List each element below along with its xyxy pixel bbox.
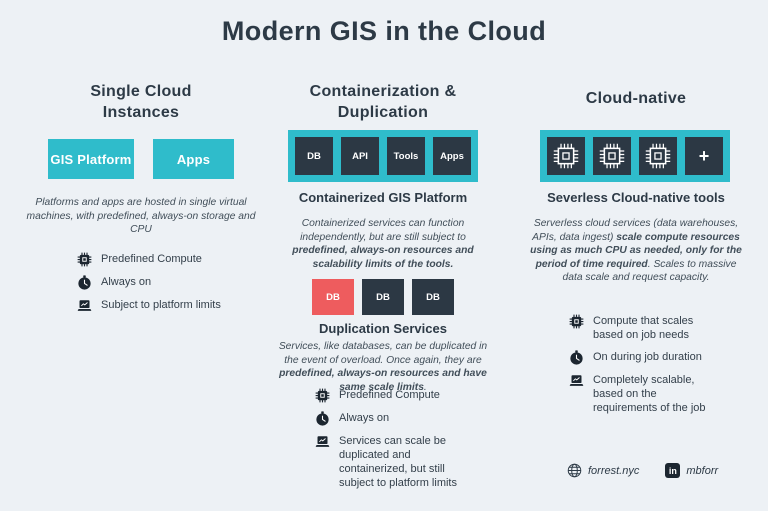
list-item: Predefined Compute	[77, 252, 221, 267]
linkedin-text: mbforr	[686, 464, 719, 477]
list-item-label: On during job duration	[593, 351, 702, 363]
plus-icon: +	[698, 145, 710, 166]
cpu-chip-icon	[553, 143, 579, 169]
list-item-label: Subject to platform limits	[101, 299, 221, 311]
cpu-chip-icon	[599, 143, 625, 169]
list-item: Always on	[315, 411, 457, 426]
duplication-services-boxes: DB DB DB	[268, 279, 498, 315]
laptop-chart-icon	[315, 436, 330, 447]
api-box: API	[341, 137, 379, 175]
containerized-gis-platform-box: DB API Tools Apps	[288, 130, 478, 182]
db-box-replica: DB	[362, 279, 404, 315]
serverless-compute-box	[547, 137, 585, 175]
list-item: Predefined Compute	[315, 388, 457, 403]
column-heading: Cloud-native	[585, 90, 687, 107]
chip-icon	[315, 388, 330, 403]
list-item-label: Predefined Compute	[101, 253, 202, 265]
page-title: Modern GIS in the Cloud	[221, 16, 547, 46]
feature-list: Compute that scales based on job needs O…	[569, 314, 706, 415]
feature-list: Predefined Compute Always on Services ca…	[315, 388, 457, 490]
paragraph-text: Containerized services can function inde…	[300, 218, 466, 243]
db-box-replica: DB	[412, 279, 454, 315]
paragraph-text: Platforms and apps are hosted in single …	[26, 197, 256, 235]
chip-icon	[77, 252, 92, 267]
column-heading: Single Cloud Instances	[90, 83, 192, 121]
clock-icon	[570, 350, 583, 365]
container-label: Severless Cloud-native tools	[547, 190, 725, 205]
db-box: DB	[295, 137, 333, 175]
paragraph-bold-text: scale compute resources using as much CP…	[530, 231, 742, 270]
clock-icon	[316, 411, 329, 426]
author-footer: forrest.nyc in mbforr	[567, 463, 718, 478]
website-handle: forrest.nyc	[567, 463, 639, 478]
paragraph-text: Serverless cloud services (data warehous…	[532, 218, 739, 243]
gis-platform-box: GIS Platform	[48, 139, 134, 179]
apps-box: Apps	[153, 139, 234, 179]
list-item: Services can scale be duplicated and con…	[315, 434, 457, 490]
list-item-label: Services can scale be duplicated and con…	[339, 435, 457, 489]
column-description: Platforms and apps are hosted in single …	[23, 196, 259, 237]
column-cloud-native: Cloud-native + Severless Cloud-native to…	[520, 0, 752, 511]
apps-box: Apps	[433, 137, 471, 175]
list-item: On during job duration	[569, 350, 706, 365]
serverless-compute-box	[639, 137, 677, 175]
list-item: Compute that scales based on job needs	[569, 314, 706, 342]
globe-icon	[567, 463, 582, 478]
serverless-tools-box: +	[540, 130, 730, 182]
linkedin-icon: in	[665, 463, 681, 478]
column-heading: Containerization & Duplication	[309, 83, 457, 121]
list-item-label: Always on	[101, 276, 152, 288]
column-single-cloud-instances: Single Cloud Instances GIS Platform Apps…	[20, 0, 262, 511]
duplication-services-label: Duplication Services	[319, 321, 447, 336]
cloud-native-description: Serverless cloud services (data warehous…	[528, 217, 744, 285]
chip-icon	[569, 314, 584, 329]
laptop-chart-icon	[77, 300, 92, 311]
list-item: Completely scalable, based on the requir…	[569, 373, 706, 415]
linkedin-handle: in mbforr	[665, 463, 718, 478]
paragraph-bold-text: predefined, always-on resources and have…	[279, 368, 487, 393]
column-containerization-duplication: Containerization & Duplication DB API To…	[268, 0, 498, 511]
tools-box: Tools	[387, 137, 425, 175]
paragraph-text: Services, like databases, can be duplica…	[278, 341, 488, 366]
cpu-chip-icon	[645, 143, 671, 169]
db-box-primary: DB	[312, 279, 354, 315]
list-item-label: Predefined Compute	[339, 389, 440, 401]
list-item-label: Completely scalable, based on the requir…	[593, 374, 706, 414]
list-item-label: Always on	[339, 412, 390, 424]
laptop-chart-icon	[569, 375, 584, 386]
paragraph-text: . Scales to massive data scale and reque…	[562, 258, 737, 284]
feature-list: Predefined Compute Always on Subject to …	[77, 252, 221, 313]
containerization-description: Containerized services can function inde…	[271, 217, 495, 271]
website-text: forrest.nyc	[588, 464, 640, 477]
paragraph-text: .	[423, 381, 427, 393]
list-item: Subject to platform limits	[77, 298, 221, 313]
serverless-compute-box	[593, 137, 631, 175]
single-cloud-boxes: GIS Platform Apps	[20, 139, 262, 179]
clock-icon	[78, 275, 91, 290]
container-label: Containerized GIS Platform	[298, 190, 468, 205]
list-item-label: Compute that scales based on job needs	[593, 315, 694, 341]
add-more-box: +	[685, 137, 723, 175]
duplication-description: Services, like databases, can be duplica…	[271, 340, 495, 394]
list-item: Always on	[77, 275, 221, 290]
paragraph-bold-text: predefined, always-on resources and scal…	[292, 245, 474, 270]
